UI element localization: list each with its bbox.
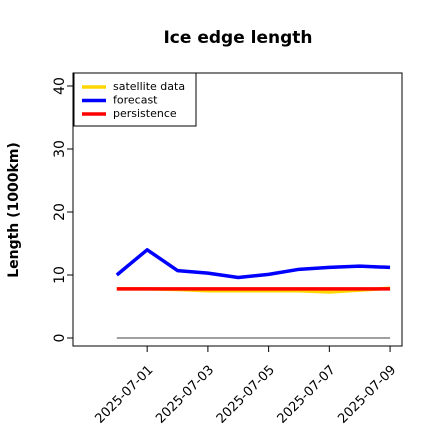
x-tick-label: 2025-07-05 <box>214 363 278 427</box>
y-tick-label: 40 <box>52 77 68 95</box>
x-tick-label: 2025-07-03 <box>153 363 217 427</box>
y-tick-label: 0 <box>52 334 68 343</box>
series-line <box>115 248 391 280</box>
y-tick-label: 30 <box>52 140 68 158</box>
chart-title: Ice edge length <box>163 28 312 48</box>
legend-label: forecast <box>113 94 158 107</box>
y-tick-label: 10 <box>52 266 68 284</box>
y-axis-label: Length (1000km) <box>6 142 22 278</box>
legend-label: persistence <box>113 107 177 120</box>
y-tick-label: 20 <box>52 203 68 221</box>
x-tick-label: 2025-07-07 <box>275 363 339 427</box>
x-tick-label: 2025-07-01 <box>92 363 156 427</box>
plot-box <box>72 72 403 347</box>
x-tick-label: 2025-07-09 <box>335 363 399 427</box>
legend-label: satellite data <box>113 80 185 93</box>
